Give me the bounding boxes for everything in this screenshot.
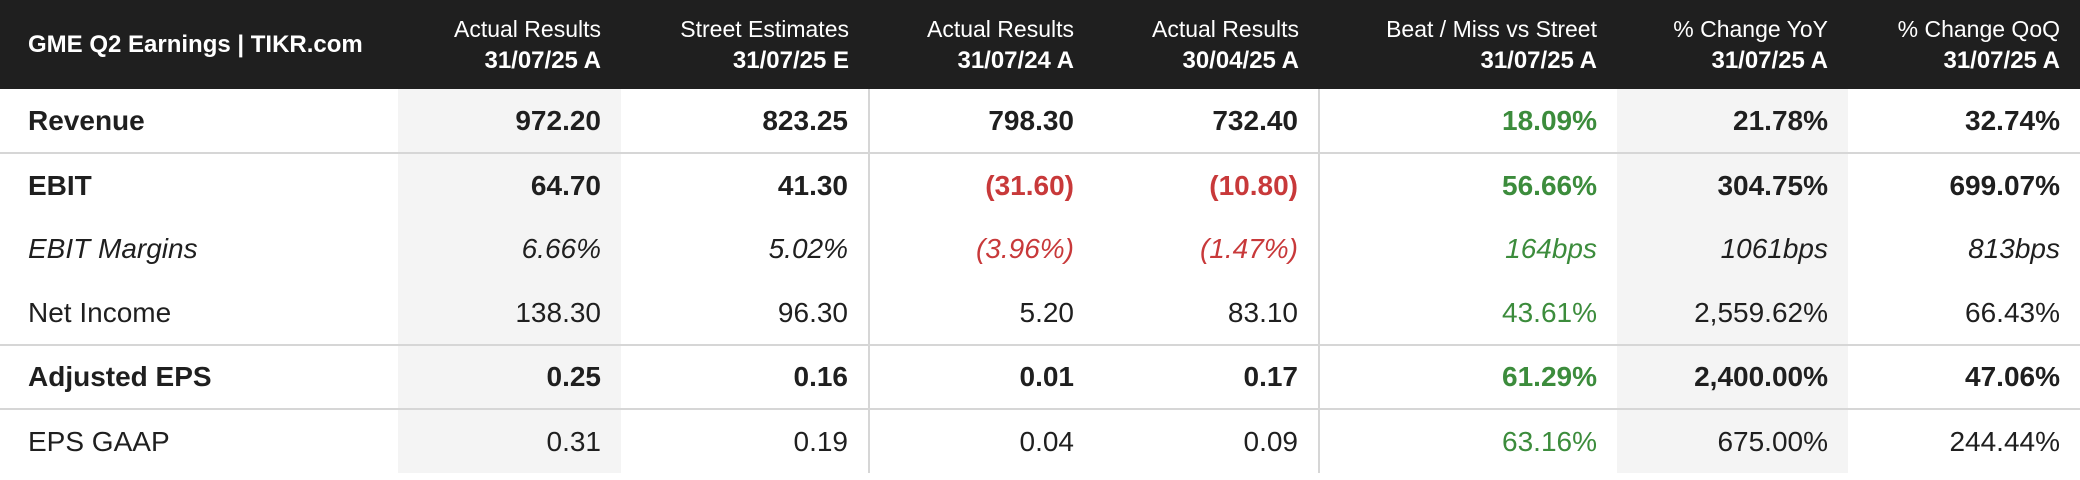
table-cell: 5.20 (868, 281, 1094, 345)
table-cell: 675.00% (1617, 408, 1848, 473)
table-cell: (31.60) (868, 152, 1094, 217)
row-label: EPS GAAP (0, 408, 398, 473)
table-row-revenue: Revenue 972.20 823.25 798.30 732.40 18.0… (0, 89, 2080, 153)
table-cell: (10.80) (1094, 152, 1319, 217)
table-cell: 972.20 (398, 89, 621, 153)
column-header-label: Actual Results (453, 15, 601, 42)
row-label: Revenue (28, 104, 145, 136)
column-header-label: Actual Results (1151, 15, 1299, 42)
row-label: Net Income (28, 296, 172, 328)
table-cell: 56.66% (1318, 152, 1617, 217)
table-cell: 699.07% (1848, 152, 2080, 217)
table-cell: (3.96%) (868, 217, 1094, 281)
row-label: EBIT Margins (28, 233, 198, 264)
table-cell: 823.25 (762, 104, 848, 136)
column-header-label: Street Estimates (680, 15, 849, 42)
table-cell: 798.30 (868, 89, 1094, 153)
table-title: GME Q2 Earnings | TIKR.com (28, 30, 363, 58)
table-cell: 83.10 (1227, 296, 1298, 328)
table-cell: 63.16% (1318, 408, 1617, 473)
column-header-change-yoy: % Change YoY 31/07/25 A (1617, 0, 1848, 89)
table-cell: 6.66% (398, 217, 621, 281)
column-header-label: Beat / Miss vs Street (1386, 15, 1597, 42)
table-cell: 18.09% (1318, 89, 1617, 153)
table-cell: 0.09 (1094, 408, 1319, 473)
table-cell: (1.47%) (1199, 233, 1298, 264)
column-header-label: Actual Results (926, 15, 1074, 42)
column-header-date: 31/07/25 A (484, 46, 601, 74)
table-cell: 61.29% (1318, 344, 1617, 409)
column-header-beat-miss: Beat / Miss vs Street 31/07/25 A (1319, 0, 1617, 89)
row-label: Adjusted EPS (0, 344, 398, 409)
table-row-net-income: Net Income 138.30 96.30 5.20 83.10 43.61… (0, 281, 2080, 345)
column-header-date: 31/07/25 A (1711, 46, 1828, 74)
table-cell: 32.74% (1965, 104, 2060, 136)
table-cell: 0.19 (621, 408, 869, 473)
table-cell: 41.30 (621, 152, 869, 217)
column-header-actual-q1-2025: Actual Results 30/04/25 A (1094, 0, 1319, 89)
column-header-date: 31/07/24 A (957, 46, 1074, 74)
table-cell: 43.61% (1318, 281, 1617, 345)
row-label: EBIT (0, 152, 398, 217)
table-cell: 0.31 (398, 408, 621, 473)
column-header-date: 30/04/25 A (1182, 46, 1299, 74)
column-header-label: % Change YoY (1673, 15, 1828, 42)
table-cell: 732.40 (1212, 104, 1298, 136)
table-cell: 0.01 (868, 344, 1094, 409)
column-header-date: 31/07/25 A (1943, 46, 2060, 74)
table-cell: 0.17 (1094, 344, 1319, 409)
table-cell: 2,400.00% (1617, 344, 1848, 409)
table-cell: 64.70 (398, 152, 621, 217)
table-row-ebit: EBIT 64.70 41.30 (31.60) (10.80) 56.66% … (0, 152, 2080, 217)
table-cell: 66.43% (1965, 296, 2060, 328)
table-cell: 164bps (1318, 217, 1617, 281)
table-row-eps-gaap: EPS GAAP 0.31 0.19 0.04 0.09 63.16% 675.… (0, 408, 2080, 473)
column-header-street-estimates: Street Estimates 31/07/25 E (621, 0, 869, 89)
table-cell: 0.25 (398, 344, 621, 409)
table-header-row: GME Q2 Earnings | TIKR.com Actual Result… (0, 0, 2080, 89)
table-row-adjusted-eps: Adjusted EPS 0.25 0.16 0.01 0.17 61.29% … (0, 344, 2080, 409)
table-cell: 304.75% (1617, 152, 1848, 217)
table-cell: 47.06% (1848, 344, 2080, 409)
column-header-date: 31/07/25 E (732, 46, 849, 74)
table-cell: 244.44% (1848, 408, 2080, 473)
table-cell: 138.30 (398, 281, 621, 345)
column-header-label: % Change QoQ (1897, 15, 2060, 42)
table-cell: 2,559.62% (1617, 281, 1848, 345)
table-cell: 0.04 (868, 408, 1094, 473)
column-header-date: 31/07/25 A (1480, 46, 1597, 74)
table-cell: 21.78% (1617, 89, 1848, 153)
table-cell: 0.16 (621, 344, 869, 409)
table-cell: 96.30 (777, 296, 848, 328)
table-cell: 813bps (1968, 233, 2060, 264)
table-cell: 5.02% (768, 233, 848, 264)
table-cell: 1061bps (1617, 217, 1848, 281)
table-row-ebit-margins: EBIT Margins 6.66% 5.02% (3.96%) (1.47%)… (0, 217, 2080, 281)
column-header-actual-q2-2024: Actual Results 31/07/24 A (869, 0, 1094, 89)
column-header-change-qoq: % Change QoQ 31/07/25 A (1848, 0, 2080, 89)
column-header-actual-q2-2025: Actual Results 31/07/25 A (398, 0, 621, 89)
